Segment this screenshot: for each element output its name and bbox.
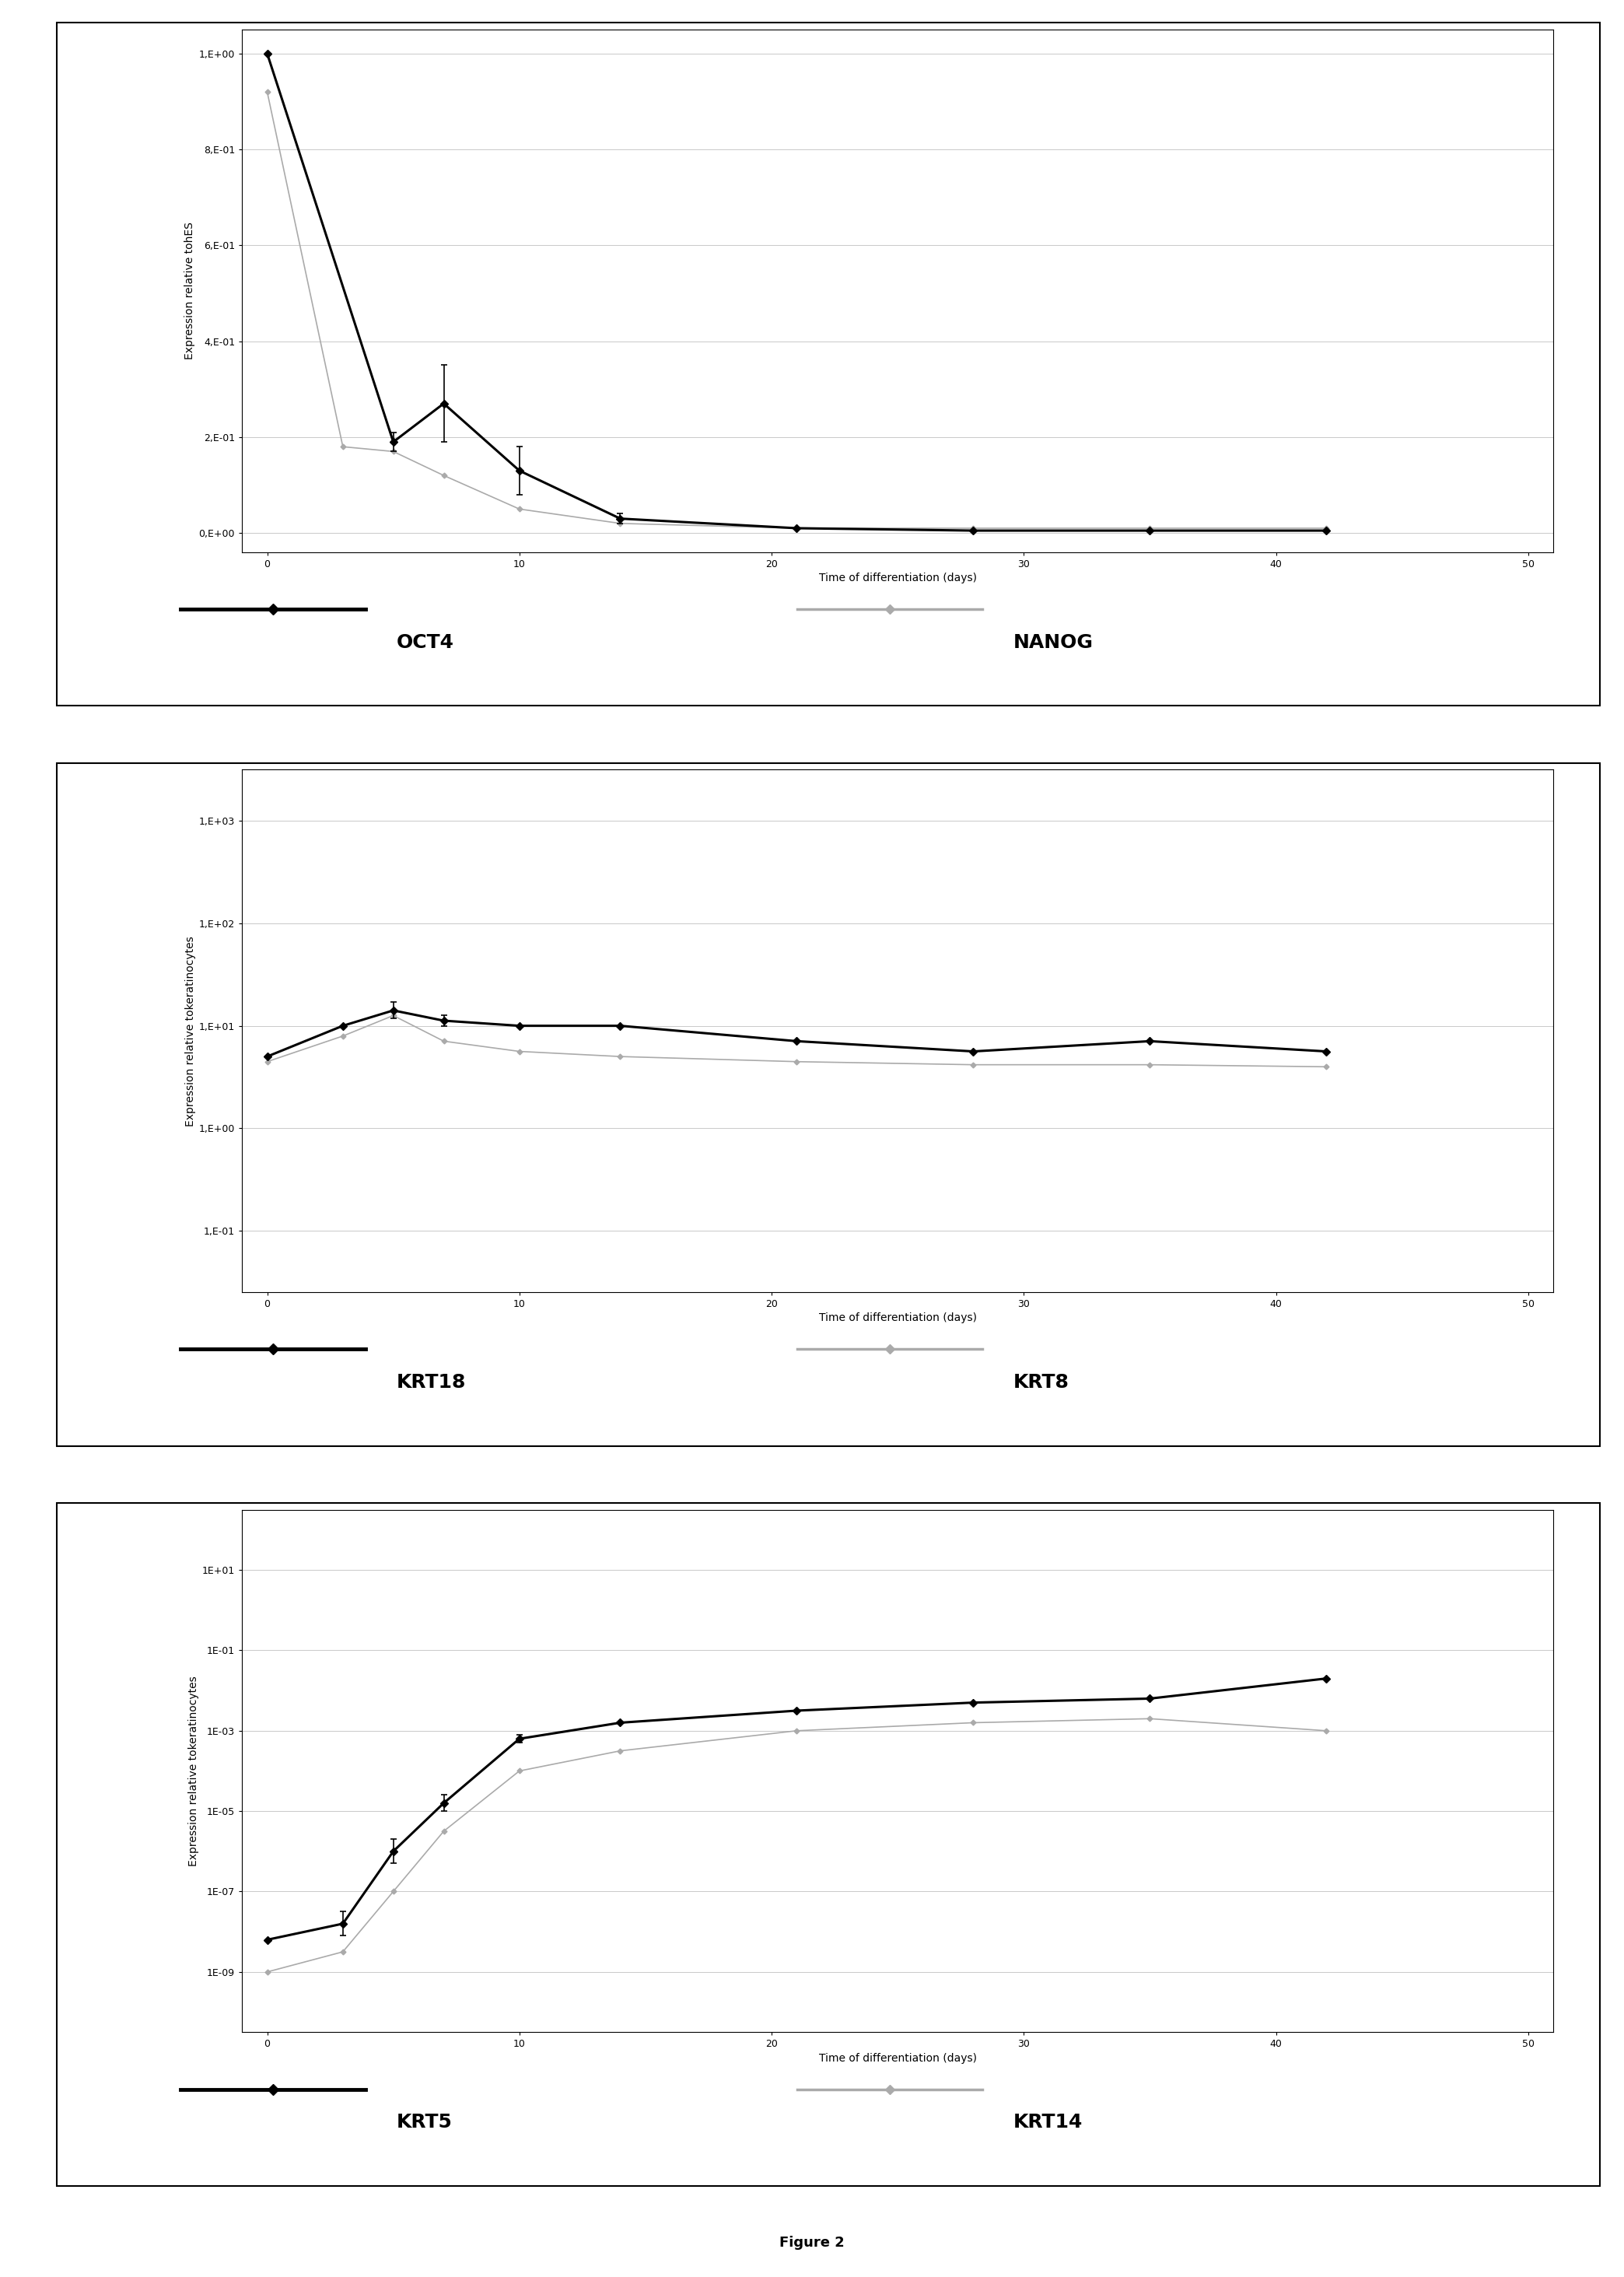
Text: KRT5: KRT5	[396, 2113, 451, 2131]
X-axis label: Time of differentiation (days): Time of differentiation (days)	[818, 2052, 976, 2063]
Text: KRT8: KRT8	[1013, 1373, 1069, 1391]
X-axis label: Time of differentiation (days): Time of differentiation (days)	[818, 1312, 976, 1323]
Y-axis label: Expression relative tohES: Expression relative tohES	[185, 223, 195, 360]
Y-axis label: Expression relative tokeratinocytes: Expression relative tokeratinocytes	[185, 936, 195, 1127]
Text: Figure 2: Figure 2	[780, 2236, 844, 2250]
X-axis label: Time of differentiation (days): Time of differentiation (days)	[818, 572, 976, 583]
Y-axis label: Expression relative tokeratinocytes: Expression relative tokeratinocytes	[188, 1676, 198, 1867]
Text: OCT4: OCT4	[396, 633, 453, 651]
Text: KRT14: KRT14	[1013, 2113, 1083, 2131]
Text: KRT18: KRT18	[396, 1373, 466, 1391]
Text: NANOG: NANOG	[1013, 633, 1093, 651]
